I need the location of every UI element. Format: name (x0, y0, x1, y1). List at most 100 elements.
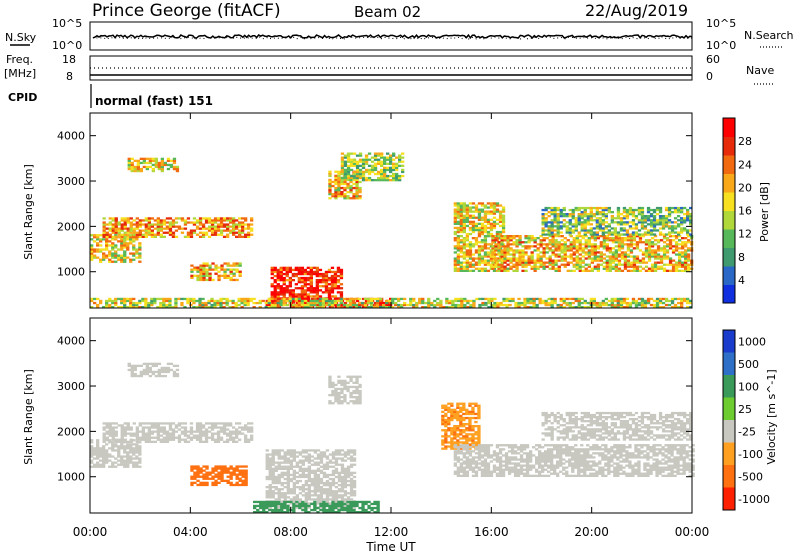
power-cells-cell (165, 225, 170, 228)
velocity-cells-cell (99, 459, 103, 462)
velocity-cells-cell (133, 372, 137, 376)
velocity-cells-cell (219, 436, 224, 439)
power-cells-cell (306, 279, 310, 282)
power-cells-cell (629, 243, 634, 246)
power-cells-cell (492, 208, 497, 211)
power-cells-cell (614, 269, 618, 272)
power-cells-cell (395, 164, 399, 167)
power-cells-cell (291, 268, 295, 272)
velocity-cells-cell (130, 368, 134, 372)
power-cells-cell (632, 269, 637, 272)
power-cells-cell (222, 297, 226, 301)
velocity-cells-cell (126, 457, 130, 460)
power-cells-cell (358, 186, 362, 190)
power-cells-cell (678, 251, 682, 254)
power-cells-cell (616, 213, 621, 216)
y-tick-label: 3000 (57, 175, 85, 188)
power-cells-cell (486, 220, 491, 223)
power-cells-cell (456, 245, 460, 248)
velocity-cells-cell (319, 477, 324, 481)
power-cells-cell (120, 258, 124, 261)
power-cells-cell (656, 253, 661, 256)
power-cells-cell (270, 276, 274, 280)
power-cells-cell (665, 237, 670, 240)
power-cells-cell (625, 301, 630, 305)
power-cells-cell (445, 301, 449, 305)
power-cells-cell (380, 174, 384, 178)
velocity-cells-cell (304, 481, 308, 485)
velocity-cells-cell (196, 467, 200, 470)
power-cells-cell (686, 297, 690, 301)
power-cells-cell (453, 257, 457, 260)
power-cells-cell (562, 297, 566, 301)
power-cells-cell (498, 220, 503, 223)
power-cells-cell (154, 161, 158, 165)
velocity-cells-cell (180, 422, 185, 425)
velocity-cells-cell (301, 490, 305, 493)
power-cells-cell (641, 261, 646, 264)
power-cells-cell (141, 229, 145, 232)
power-cells-cell (105, 248, 109, 251)
power-cells-cell (189, 233, 194, 236)
power-cells-cell (539, 259, 543, 262)
power-cells-cell (270, 268, 274, 272)
power-cells-cell (536, 259, 540, 262)
power-cells-cell (126, 299, 130, 303)
velocity-cells-cell (241, 471, 245, 474)
velocity-cells-cell (205, 483, 209, 487)
velocity-cells-cell (156, 434, 160, 437)
power-cells-cell (436, 303, 440, 307)
power-cells-cell (486, 218, 491, 221)
power-cells-cell (369, 299, 374, 303)
velocity-cells-cell (205, 467, 209, 470)
power-cells-cell (586, 213, 590, 216)
velocity-cells-cell (238, 479, 242, 482)
power-cells-cell (566, 247, 570, 250)
power-cells-cell (659, 261, 664, 264)
velocity-cells-cell (298, 500, 302, 503)
velocity-cells-cell (165, 432, 170, 435)
power-cells-cell (340, 182, 344, 186)
power-cells-cell (518, 243, 522, 246)
power-cells-cell (483, 235, 488, 238)
power-cells-cell (336, 281, 341, 284)
velocity-cells-cell (274, 469, 278, 472)
power-cells-cell (483, 251, 488, 254)
power-cells-cell (395, 166, 399, 169)
power-cells-cell (453, 247, 457, 250)
power-cells-cell (324, 289, 329, 292)
power-cells-cell (544, 225, 548, 228)
velocity-cells-cell (196, 479, 200, 482)
velocity-cells-cell (111, 434, 115, 437)
power-cells-cell (168, 223, 173, 226)
power-cells-cell (126, 244, 130, 247)
velocity-cells-cell (331, 494, 336, 497)
velocity-cells-cell (313, 492, 317, 495)
power-cells-cell (592, 219, 596, 222)
velocity-cells-cell (151, 362, 155, 365)
power-cells-cell (238, 221, 242, 224)
velocity-cells-cell (229, 477, 233, 480)
velocity-cells-cell (307, 506, 311, 509)
power-cells-cell (126, 217, 130, 220)
power-cells-cell (120, 217, 124, 220)
velocity-cells-cell (136, 364, 140, 367)
power-cells-cell (327, 270, 332, 274)
power-cells-cell (192, 306, 196, 309)
power-cells-cell (282, 287, 286, 290)
power-cells-cell (667, 213, 672, 216)
power-cells-cell (556, 231, 560, 234)
power-cells-cell (202, 266, 206, 269)
power-cells-cell (500, 263, 504, 266)
velocity-cells-cell (126, 453, 130, 456)
power-cells-cell (389, 162, 393, 165)
velocity-cells-cell (211, 477, 215, 480)
power-cells-cell (306, 295, 310, 298)
velocity-cells-cell (204, 432, 209, 435)
power-cells-cell (620, 243, 625, 246)
power-cells-cell (123, 250, 127, 253)
power-cells-cell (126, 238, 130, 241)
velocity-cells-cell (304, 449, 308, 452)
cpid-value: normal (fast) 151 (95, 94, 213, 108)
velocity-cells-cell (295, 461, 299, 464)
